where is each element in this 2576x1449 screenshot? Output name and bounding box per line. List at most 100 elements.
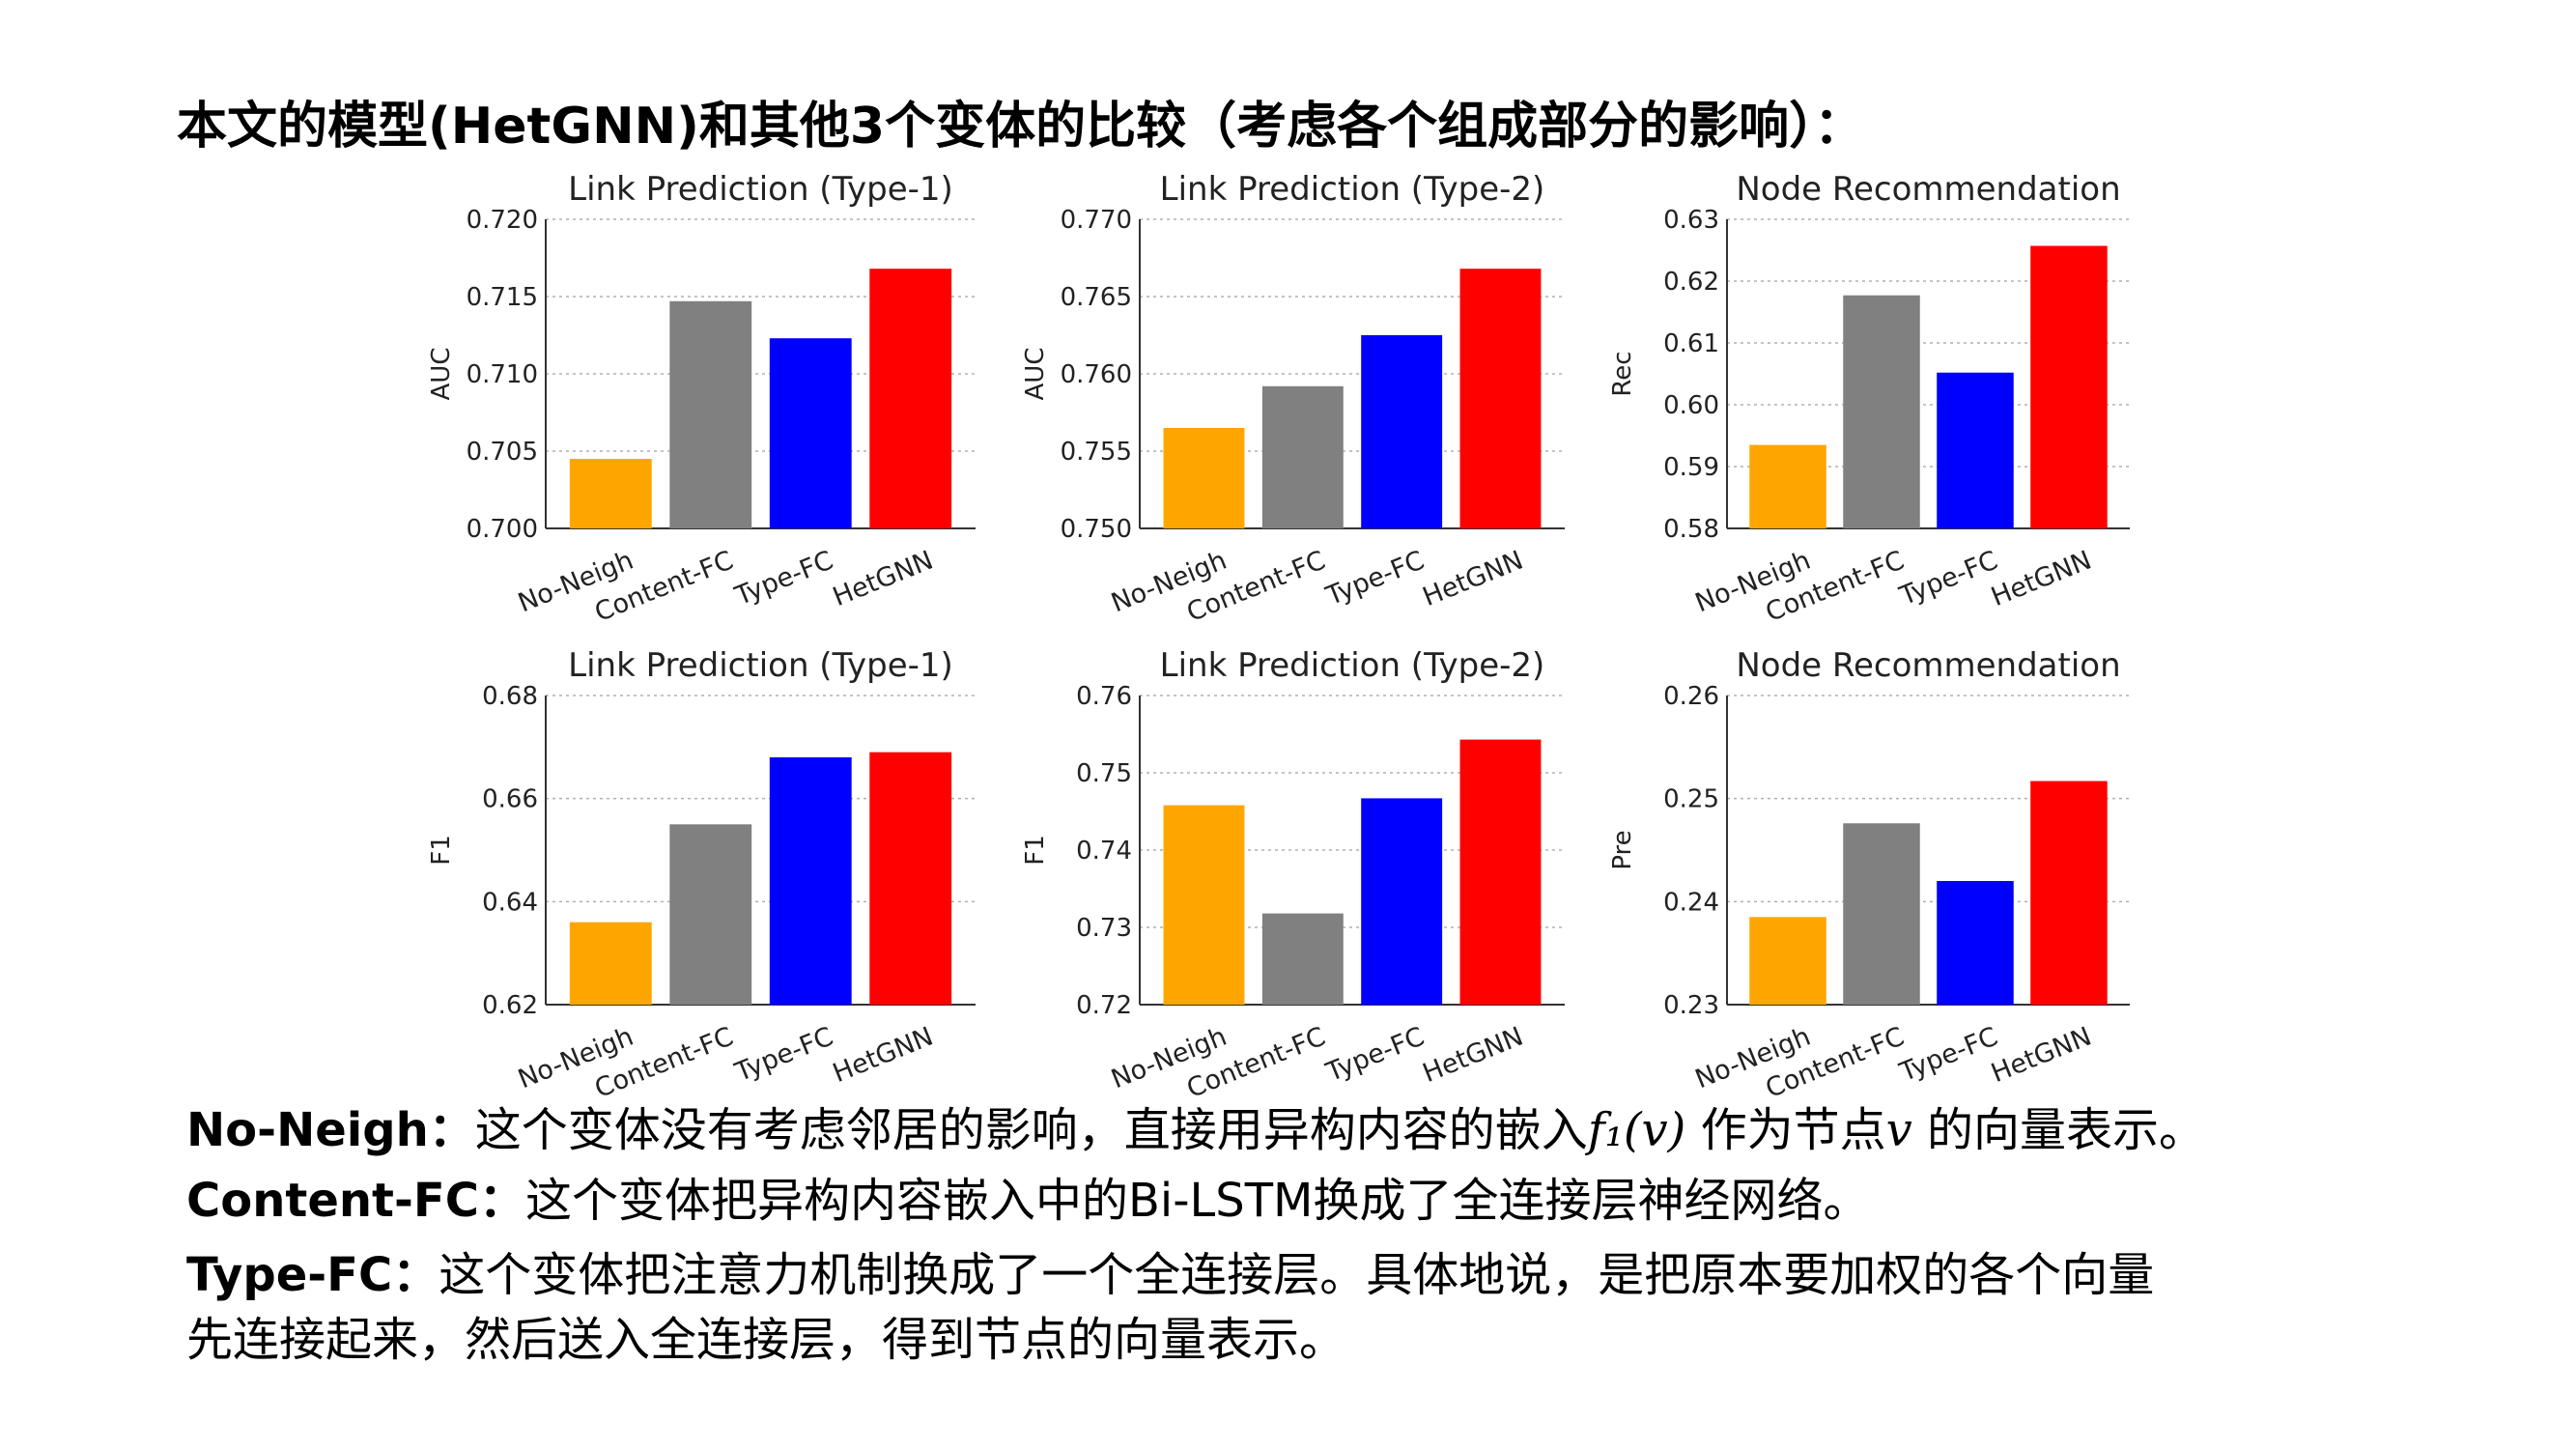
- x-tick-label: HetGNN: [1419, 1022, 1528, 1090]
- term-no-neigh: No-Neigh：: [186, 1103, 475, 1157]
- chart-title: Link Prediction (Type-2): [1160, 646, 1545, 685]
- bar-type-fc: [1361, 335, 1443, 528]
- bar-hetgnn: [1459, 269, 1542, 528]
- bar-content-fc: [1261, 913, 1344, 1005]
- y-axis-label: AUC: [1021, 348, 1050, 401]
- y-tick-label: 0.68: [482, 682, 538, 711]
- y-tick-label: 0.59: [1663, 453, 1719, 482]
- bar-content-fc: [1843, 823, 1920, 1005]
- x-tick-label: HetGNN: [829, 546, 938, 613]
- bar-hetgnn: [1459, 739, 1542, 1005]
- bar-content-fc: [669, 300, 752, 528]
- y-tick-label: 0.72: [1076, 991, 1132, 1020]
- x-tick-label: Type-FC: [1895, 1022, 2002, 1089]
- y-tick-label: 0.75: [1076, 759, 1132, 788]
- y-tick-label: 0.700: [467, 515, 538, 544]
- bar-no-neigh: [1163, 428, 1245, 528]
- desc-content-fc: Content-FC：这个变体把异构内容嵌入中的Bi-LSTM换成了全连接层神经…: [186, 1167, 1869, 1235]
- bar-hetgnn: [869, 269, 952, 528]
- bar-type-fc: [769, 338, 852, 528]
- chart-title: Link Prediction (Type-1): [568, 646, 953, 685]
- bar-hetgnn: [869, 752, 952, 1005]
- x-tick-label: HetGNN: [1419, 546, 1528, 613]
- bar-no-neigh: [1163, 805, 1245, 1005]
- y-tick-label: 0.66: [482, 785, 538, 814]
- desc-type-fc-text-2: 先连接起来，然后送入全连接层，得到节点的向量表示。: [186, 1313, 1346, 1367]
- bar-no-neigh: [569, 922, 652, 1005]
- y-axis-label: AUC: [427, 348, 456, 401]
- y-tick-label: 0.755: [1061, 438, 1132, 467]
- term-type-fc: Type-FC：: [186, 1248, 439, 1302]
- bar-no-neigh: [1749, 917, 1826, 1005]
- chart-panel-1: 0.700 0.705 0.710 0.715 0.720 Link Prediction…: [427, 170, 976, 628]
- chart-panel-2: 0.750 0.755 0.760 0.765 0.770 Link Prediction…: [1021, 170, 1565, 628]
- desc-no-neigh: No-Neigh：这个变体没有考虑邻居的影响，直接用异构内容的嵌入f₁(v) 作…: [186, 1096, 2205, 1164]
- bar-type-fc: [769, 757, 852, 1005]
- y-tick-label: 0.73: [1076, 914, 1132, 943]
- x-tick-label: HetGNN: [1987, 546, 2096, 613]
- term-content-fc: Content-FC：: [186, 1174, 525, 1228]
- y-tick-label: 0.705: [467, 438, 538, 467]
- x-tick-label: Type-FC: [1321, 1022, 1429, 1089]
- y-tick-label: 0.720: [467, 206, 538, 235]
- y-axis-label: Pre: [1608, 830, 1637, 869]
- y-tick-label: 0.715: [467, 283, 538, 312]
- math-v: v: [1885, 1103, 1912, 1157]
- chart-panel-4: 0.62 0.64 0.66 0.68 Link Prediction (Type-1)…: [427, 646, 976, 1104]
- desc-no-neigh-text-b: 作为节点: [1685, 1103, 1886, 1157]
- x-tick-label: Type-FC: [1895, 546, 2002, 612]
- x-tick-label: Type-FC: [1321, 546, 1429, 612]
- chart-panel-5: 0.72 0.73 0.74 0.75 0.76 Link Prediction (Typ…: [1021, 646, 1565, 1104]
- bar-type-fc: [1937, 372, 2014, 528]
- y-tick-label: 0.770: [1061, 206, 1132, 235]
- chart-title: Link Prediction (Type-1): [568, 170, 953, 209]
- y-tick-label: 0.710: [467, 360, 538, 389]
- desc-type-fc: Type-FC：这个变体把注意力机制换成了一个全连接层。具体地说，是把原本要加权…: [186, 1241, 2154, 1309]
- y-tick-label: 0.765: [1061, 283, 1132, 312]
- chart-panel-3: 0.58 0.59 0.60 0.61 0.62 0.63 Node Recommendat…: [1608, 170, 2130, 628]
- chart-title: Link Prediction (Type-2): [1160, 170, 1545, 209]
- x-tick-label: HetGNN: [1987, 1022, 2096, 1090]
- chart-title: Node Recommendation: [1736, 646, 2120, 685]
- desc-type-fc-2: 先连接起来，然后送入全连接层，得到节点的向量表示。: [186, 1306, 1345, 1374]
- x-tick-label: HetGNN: [829, 1022, 938, 1090]
- chart-title: Node Recommendation: [1736, 170, 2120, 209]
- x-tick-label: Type-FC: [730, 1022, 837, 1089]
- y-tick-label: 0.74: [1076, 837, 1132, 866]
- y-tick-label: 0.63: [1663, 206, 1719, 235]
- desc-no-neigh-text-c: 的向量表示。: [1911, 1103, 2206, 1157]
- desc-content-fc-text: 这个变体把异构内容嵌入中的Bi-LSTM换成了全连接层神经网络。: [524, 1174, 1870, 1228]
- y-tick-label: 0.760: [1061, 360, 1132, 389]
- y-axis-label: F1: [1021, 835, 1050, 866]
- y-tick-label: 0.23: [1663, 991, 1719, 1020]
- bar-content-fc: [669, 824, 752, 1005]
- bar-hetgnn: [2030, 781, 2108, 1005]
- y-axis-label: F1: [427, 835, 456, 866]
- y-tick-label: 0.24: [1663, 888, 1719, 917]
- y-tick-label: 0.25: [1663, 785, 1719, 814]
- math-f1v: f₁(v): [1587, 1103, 1686, 1157]
- bar-content-fc: [1843, 295, 1920, 528]
- bar-content-fc: [1261, 385, 1344, 528]
- y-tick-label: 0.64: [482, 888, 538, 917]
- y-tick-label: 0.62: [482, 991, 538, 1020]
- desc-type-fc-text-1: 这个变体把注意力机制换成了一个全连接层。具体地说，是把原本要加权的各个向量: [439, 1248, 2155, 1302]
- y-tick-label: 0.58: [1663, 515, 1719, 544]
- bar-no-neigh: [569, 459, 652, 528]
- y-tick-label: 0.61: [1663, 329, 1719, 358]
- y-axis-label: Rec: [1608, 351, 1637, 396]
- bar-type-fc: [1361, 798, 1443, 1005]
- bar-hetgnn: [2030, 245, 2108, 528]
- y-tick-label: 0.60: [1663, 391, 1719, 420]
- y-tick-label: 0.76: [1076, 682, 1132, 711]
- bar-type-fc: [1937, 881, 2014, 1005]
- bar-no-neigh: [1749, 444, 1826, 528]
- y-tick-label: 0.750: [1061, 515, 1132, 544]
- y-tick-label: 0.26: [1663, 682, 1719, 711]
- y-tick-label: 0.62: [1663, 268, 1719, 297]
- x-tick-label: Type-FC: [730, 546, 837, 612]
- desc-no-neigh-text-a: 这个变体没有考虑邻居的影响，直接用异构内容的嵌入: [474, 1103, 1588, 1157]
- page-heading: 本文的模型(HetGNN)和其他3个变体的比较（考虑各个组成部分的影响）：: [177, 98, 1865, 156]
